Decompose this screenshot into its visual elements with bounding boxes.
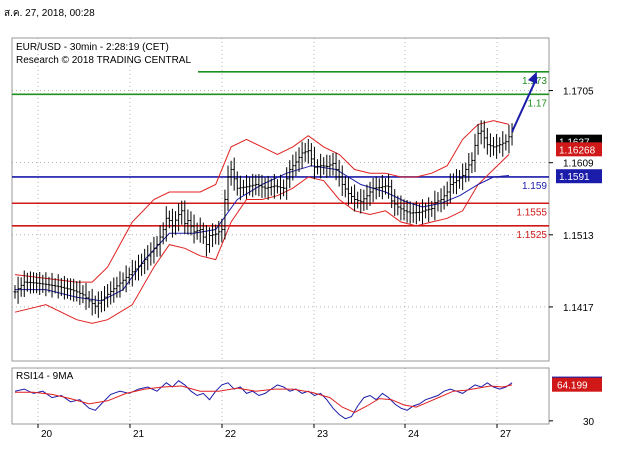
y-tick-label: 1.1705 xyxy=(563,87,594,98)
rsi-tick-label: 30 xyxy=(583,417,595,428)
y-tick-label: 1.1513 xyxy=(563,231,594,242)
x-tick-label: 23 xyxy=(317,429,329,440)
price-tag-box xyxy=(556,142,602,157)
price-axis-labels: 1.1705 1.1609 1.1513 1.1417 xyxy=(549,87,594,314)
price-bars xyxy=(13,120,514,318)
rsi-tags: 65.238764.199 xyxy=(552,376,602,392)
level-label: 1.17 xyxy=(528,98,548,109)
chart-subtitle: Research © 2018 TRADING CENTRAL xyxy=(16,55,191,66)
projection-arrow-head xyxy=(527,71,538,84)
rsi-lines xyxy=(14,380,513,420)
level-label: 1.159 xyxy=(522,181,547,192)
rsi-panel: 30 65.238764.199 RSI14 - 9MA xyxy=(11,367,602,428)
chart-title: EUR/USD - 30min - 2:28:19 (CET) xyxy=(16,42,169,53)
projection-arrow-shaft xyxy=(511,77,538,133)
rsi-panel-frame xyxy=(11,367,550,425)
x-tick-label: 20 xyxy=(41,429,53,440)
rsi-tag-box xyxy=(552,377,602,392)
x-tick-label: 21 xyxy=(133,429,145,440)
level-label: 1.1555 xyxy=(516,207,547,218)
projection-arrow xyxy=(511,71,538,133)
y-tick-label: 1.1609 xyxy=(563,159,594,170)
x-tick-label: 22 xyxy=(225,429,237,440)
bollinger-lower-line xyxy=(14,154,510,324)
y-tick-label: 1.1417 xyxy=(563,303,594,314)
price-tag-label: 1.16268 xyxy=(559,145,596,156)
price-gridlines xyxy=(12,38,549,361)
rsi-gridlines xyxy=(37,368,498,424)
price-tag-box xyxy=(556,169,602,184)
level-label: 1.1525 xyxy=(516,230,547,241)
rsi-title: RSI14 - 9MA xyxy=(16,371,74,382)
date-axis: 20 21 22 23 24 27 xyxy=(37,424,512,440)
rsi-tag-label: 64.199 xyxy=(557,381,588,392)
x-tick-label: 27 xyxy=(500,429,512,440)
rsi-axis-labels: 30 xyxy=(549,417,595,428)
rsi-ma-line xyxy=(15,384,513,413)
chart-datetime: ส.ค. 27, 2018, 00:28 xyxy=(4,8,95,19)
price-tag-label: 1.1591 xyxy=(559,172,590,183)
bollinger-upper-line xyxy=(14,120,510,283)
x-tick-label: 24 xyxy=(408,429,420,440)
